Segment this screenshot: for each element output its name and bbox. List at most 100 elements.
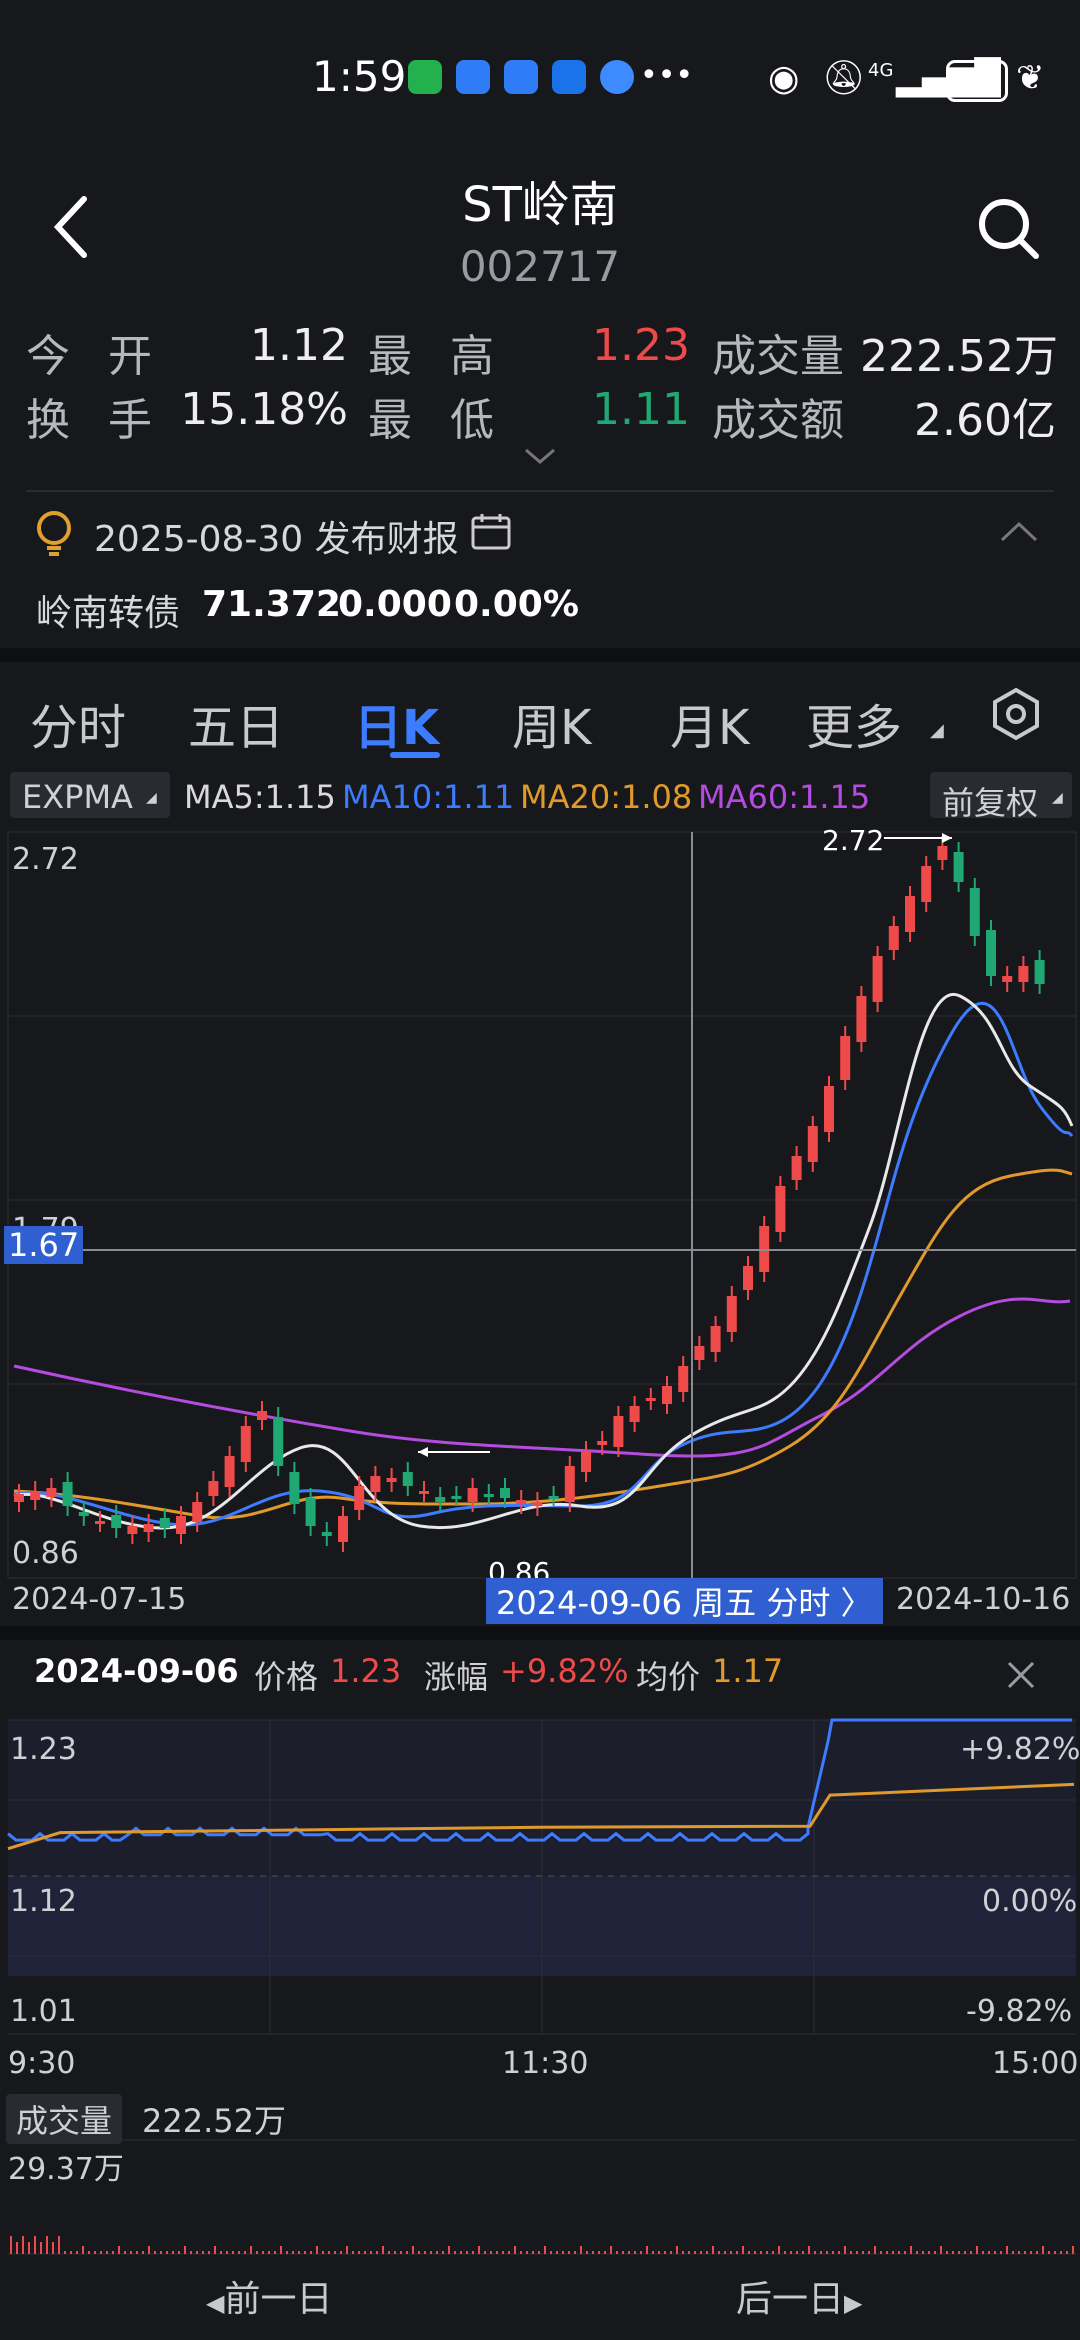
close-icon <box>1007 1661 1035 1689</box>
tab-monthly-k[interactable]: 月K <box>670 700 750 756</box>
volume-bar <box>64 2251 66 2254</box>
volume-bar <box>496 2251 498 2254</box>
volume-bar <box>250 2246 252 2254</box>
volume-bar <box>430 2251 432 2254</box>
next-day-button[interactable]: 后一日▶ <box>736 2270 862 2322</box>
volume-bar <box>850 2251 852 2254</box>
volume-bar <box>808 2246 810 2254</box>
candle <box>402 1472 413 1486</box>
volume-bar <box>610 2246 612 2254</box>
adjust-selector[interactable]: 前复权 ◢ <box>930 772 1072 822</box>
more-icon: ••• <box>640 58 694 93</box>
volume-bar <box>40 2242 42 2254</box>
bond-price: 71.372 <box>202 584 341 625</box>
volume-bar <box>10 2236 12 2254</box>
tab-five-day[interactable]: 五日 <box>188 700 285 756</box>
minute-chart[interactable] <box>0 1716 1080 2036</box>
indicator-selector[interactable]: EXPMA ◢ <box>10 772 170 818</box>
status-bar: 1:59 ••• ◉ 🔕︎ 4G ▂▄▆█ 55 ❦ <box>0 0 1080 150</box>
ma60-line <box>13 1297 1071 1458</box>
candle <box>532 1502 543 1506</box>
bond-name[interactable]: 岭南转债 <box>36 593 181 634</box>
volume-bar <box>244 2251 246 2254</box>
volume-bar <box>886 2251 888 2254</box>
prev-day-button[interactable]: ◀前一日 <box>206 2270 332 2322</box>
volume-bar <box>118 2246 120 2254</box>
low-label: 最 低 <box>368 395 506 446</box>
volume-bar <box>898 2251 900 2254</box>
active-tab-indicator <box>390 752 440 758</box>
volume-bar <box>910 2246 912 2254</box>
collapse-chevron-icon[interactable] <box>1000 520 1038 548</box>
volume-chart[interactable] <box>0 2138 1080 2256</box>
volume-bar <box>76 2251 78 2254</box>
volume-bars <box>10 2236 1074 2254</box>
candle <box>467 1488 478 1502</box>
prev-day-label: 前一日 <box>224 2279 333 2320</box>
report-notice[interactable]: 2025-08-30 发布财报 <box>94 519 459 560</box>
volume-bar <box>148 2246 150 2254</box>
volume-bar <box>472 2251 474 2254</box>
time-start: 9:30 <box>8 2046 76 2081</box>
candle <box>305 1498 316 1526</box>
volume-bar <box>658 2251 660 2254</box>
volume-bar <box>136 2251 138 2254</box>
volume-bar <box>916 2251 918 2254</box>
ma5-label: MA5:1.15 <box>184 778 336 816</box>
volume-bar <box>904 2251 906 2254</box>
volume-bar <box>754 2251 756 2254</box>
volume-bar <box>790 2251 792 2254</box>
volume-bar <box>628 2251 630 2254</box>
volume-bar <box>766 2251 768 2254</box>
candle <box>581 1451 591 1472</box>
close-button[interactable] <box>1006 1660 1036 1694</box>
status-time: 1:59 <box>312 52 407 101</box>
volume-bar <box>364 2251 366 2254</box>
candle <box>548 1496 559 1499</box>
volume-bar <box>298 2251 300 2254</box>
settings-button[interactable] <box>988 686 1044 746</box>
volume-indicator-label[interactable]: 成交量 <box>6 2094 123 2144</box>
tab-intraday[interactable]: 分时 <box>30 700 127 756</box>
volume-bar <box>376 2251 378 2254</box>
volume-bar <box>928 2251 930 2254</box>
volume-bar <box>424 2251 426 2254</box>
minute-price: 1.23 <box>330 1652 402 1690</box>
candle <box>14 1494 24 1502</box>
volume-bar <box>406 2251 408 2254</box>
candle <box>240 1426 251 1462</box>
ma20-line <box>13 1168 1073 1520</box>
candle <box>224 1456 235 1487</box>
volume-bar <box>508 2251 510 2254</box>
volume-bar <box>142 2251 144 2254</box>
volume-bar <box>280 2246 282 2254</box>
volume-bar <box>112 2251 114 2254</box>
tab-daily-k[interactable]: 日K <box>354 700 440 756</box>
candle <box>1002 976 1013 982</box>
volume-bar <box>232 2251 234 2254</box>
volume-bar <box>490 2251 492 2254</box>
candle <box>289 1472 300 1504</box>
expand-chevron-icon[interactable] <box>524 446 556 470</box>
kline-chart[interactable] <box>0 826 1080 1626</box>
tab-more[interactable]: 更多 <box>806 700 903 756</box>
volume-bar <box>670 2251 672 2254</box>
volume-bar <box>1036 2251 1038 2254</box>
candle <box>986 930 996 976</box>
volume-bar <box>322 2251 324 2254</box>
volume-bar <box>586 2251 588 2254</box>
volume-bar <box>82 2246 84 2254</box>
candle <box>386 1478 397 1482</box>
candle <box>629 1406 640 1422</box>
calendar-icon[interactable] <box>470 512 512 556</box>
volume-bar <box>922 2251 924 2254</box>
volume-bar <box>946 2251 948 2254</box>
section-divider <box>0 1626 1080 1640</box>
search-button[interactable] <box>976 196 1040 264</box>
tab-weekly-k[interactable]: 周K <box>512 700 592 756</box>
volume-bar <box>262 2251 264 2254</box>
candle <box>1018 966 1029 982</box>
volume-bar <box>34 2236 36 2254</box>
back-button[interactable] <box>50 195 90 263</box>
crosshair-date-button[interactable]: 2024-09-06 周五 分时 〉 <box>486 1578 883 1624</box>
